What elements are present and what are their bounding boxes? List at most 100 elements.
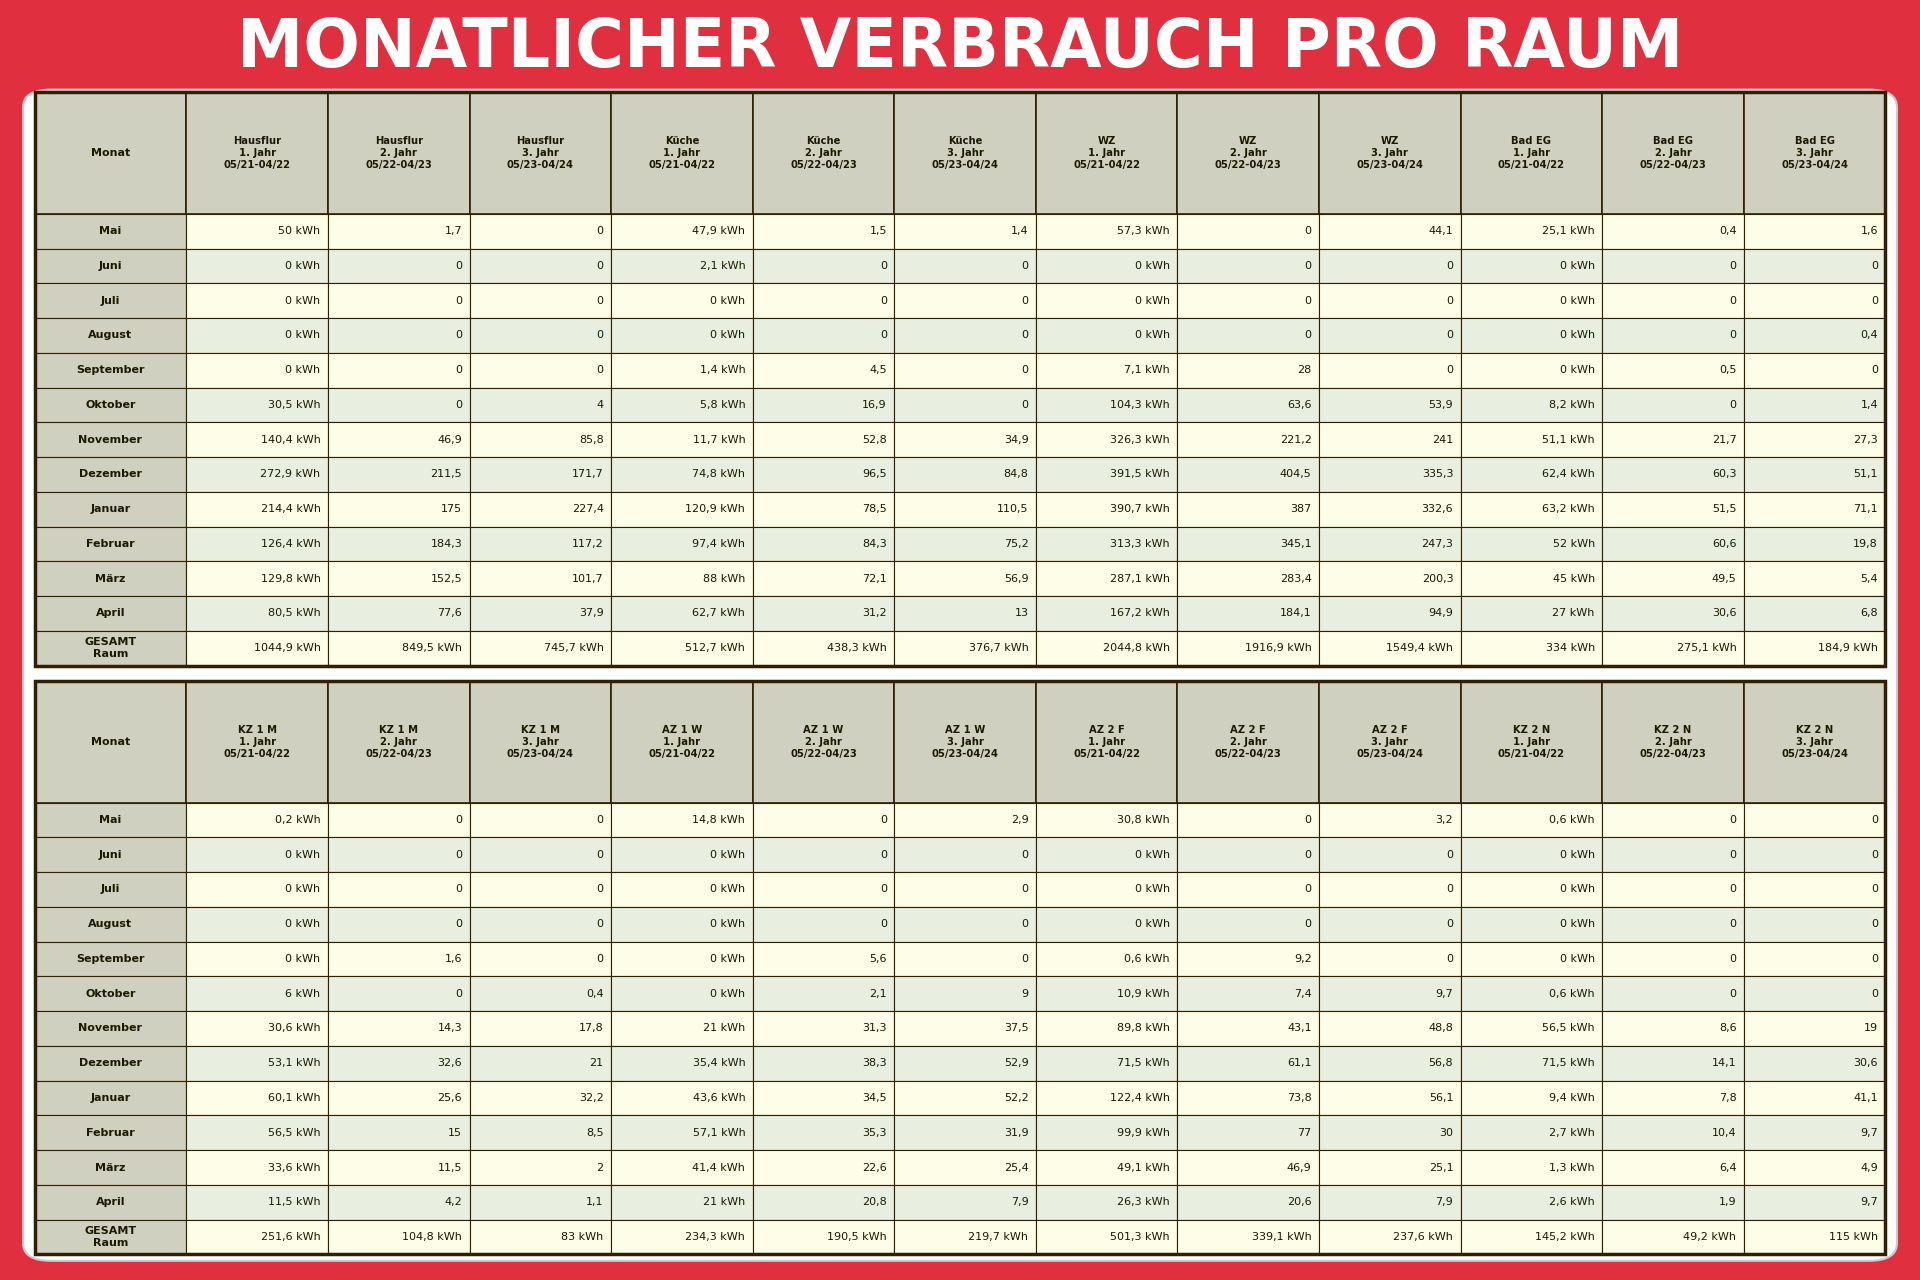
Bar bbox=[1037, 92, 1177, 214]
Bar bbox=[895, 283, 1037, 317]
Bar bbox=[895, 596, 1037, 631]
Bar bbox=[35, 457, 186, 492]
Bar bbox=[186, 631, 328, 666]
Bar bbox=[1177, 388, 1319, 422]
Text: 0: 0 bbox=[879, 919, 887, 929]
Bar bbox=[1319, 906, 1461, 942]
Text: 1,3 kWh: 1,3 kWh bbox=[1549, 1162, 1596, 1172]
Bar bbox=[328, 317, 470, 353]
Text: 0 kWh: 0 kWh bbox=[1559, 296, 1596, 306]
Bar bbox=[753, 317, 895, 353]
Bar bbox=[1177, 803, 1319, 837]
Text: 175: 175 bbox=[442, 504, 463, 515]
Bar bbox=[1743, 353, 1885, 388]
Bar bbox=[1177, 596, 1319, 631]
Text: 0: 0 bbox=[455, 988, 463, 998]
Bar bbox=[753, 681, 895, 803]
Bar bbox=[1461, 1185, 1603, 1220]
Text: 15: 15 bbox=[447, 1128, 463, 1138]
Bar bbox=[1177, 492, 1319, 526]
Bar bbox=[611, 492, 753, 526]
Bar bbox=[186, 1046, 328, 1080]
Bar bbox=[186, 596, 328, 631]
Text: 46,9: 46,9 bbox=[438, 435, 463, 444]
Bar bbox=[753, 92, 895, 214]
Bar bbox=[611, 248, 753, 283]
Bar bbox=[186, 562, 328, 596]
Bar bbox=[753, 492, 895, 526]
Bar bbox=[470, 283, 611, 317]
Text: Juli: Juli bbox=[100, 884, 121, 895]
Bar bbox=[1461, 492, 1603, 526]
Text: 1,4: 1,4 bbox=[1860, 399, 1878, 410]
Text: 115 kWh: 115 kWh bbox=[1830, 1233, 1878, 1242]
Text: 0 kWh: 0 kWh bbox=[710, 919, 745, 929]
Bar bbox=[470, 317, 611, 353]
Bar bbox=[1319, 1080, 1461, 1115]
Text: Hausflur
1. Jahr
05/21-04/22: Hausflur 1. Jahr 05/21-04/22 bbox=[223, 136, 290, 170]
Bar bbox=[1319, 526, 1461, 562]
Text: 0 kWh: 0 kWh bbox=[286, 850, 321, 860]
Text: 77: 77 bbox=[1298, 1128, 1311, 1138]
Bar bbox=[611, 214, 753, 248]
Bar bbox=[895, 906, 1037, 942]
Bar bbox=[895, 526, 1037, 562]
Text: 335,3: 335,3 bbox=[1421, 470, 1453, 480]
Text: 0: 0 bbox=[879, 261, 887, 271]
Bar bbox=[611, 283, 753, 317]
Text: September: September bbox=[77, 954, 144, 964]
Text: 0 kWh: 0 kWh bbox=[710, 884, 745, 895]
Text: 31,9: 31,9 bbox=[1004, 1128, 1029, 1138]
Text: 60,6: 60,6 bbox=[1713, 539, 1736, 549]
Text: Februar: Februar bbox=[86, 1128, 134, 1138]
Bar bbox=[1743, 526, 1885, 562]
Bar bbox=[470, 942, 611, 977]
Text: 14,1: 14,1 bbox=[1713, 1059, 1736, 1069]
Text: 129,8 kWh: 129,8 kWh bbox=[261, 573, 321, 584]
Bar bbox=[1743, 803, 1885, 837]
Bar bbox=[1743, 457, 1885, 492]
Text: November: November bbox=[79, 1024, 142, 1033]
Text: 184,1: 184,1 bbox=[1281, 608, 1311, 618]
Bar bbox=[1461, 906, 1603, 942]
Text: 214,4 kWh: 214,4 kWh bbox=[261, 504, 321, 515]
Bar bbox=[1461, 942, 1603, 977]
Text: 0: 0 bbox=[1870, 954, 1878, 964]
Bar bbox=[35, 1185, 186, 1220]
Bar bbox=[1743, 1046, 1885, 1080]
Bar bbox=[1743, 1220, 1885, 1254]
Bar bbox=[1603, 681, 1743, 803]
Bar bbox=[1319, 1115, 1461, 1151]
Bar bbox=[753, 906, 895, 942]
Text: 120,9 kWh: 120,9 kWh bbox=[685, 504, 745, 515]
Bar bbox=[1177, 422, 1319, 457]
Text: 25,4: 25,4 bbox=[1004, 1162, 1029, 1172]
Text: 0: 0 bbox=[1446, 884, 1453, 895]
Text: 60,1 kWh: 60,1 kWh bbox=[269, 1093, 321, 1103]
Text: 0: 0 bbox=[1306, 227, 1311, 237]
Bar bbox=[35, 803, 186, 837]
Text: 30,8 kWh: 30,8 kWh bbox=[1117, 815, 1169, 826]
Text: 0: 0 bbox=[879, 850, 887, 860]
Bar bbox=[611, 526, 753, 562]
Bar bbox=[611, 1080, 753, 1115]
Bar bbox=[1461, 317, 1603, 353]
Bar bbox=[1743, 388, 1885, 422]
Text: 52,9: 52,9 bbox=[1004, 1059, 1029, 1069]
Bar bbox=[1461, 422, 1603, 457]
Text: 0: 0 bbox=[1306, 261, 1311, 271]
Text: KZ 1 M
1. Jahr
05/21-04/22: KZ 1 M 1. Jahr 05/21-04/22 bbox=[223, 724, 290, 759]
Bar bbox=[186, 1151, 328, 1185]
Text: August: August bbox=[88, 330, 132, 340]
Text: 0: 0 bbox=[1870, 850, 1878, 860]
Bar bbox=[753, 1151, 895, 1185]
Text: KZ 2 N
1. Jahr
05/21-04/22: KZ 2 N 1. Jahr 05/21-04/22 bbox=[1498, 724, 1565, 759]
Bar bbox=[470, 1046, 611, 1080]
Text: 30,6: 30,6 bbox=[1853, 1059, 1878, 1069]
Text: April: April bbox=[96, 608, 125, 618]
Bar bbox=[1743, 837, 1885, 872]
Bar bbox=[328, 837, 470, 872]
Text: 0: 0 bbox=[1306, 884, 1311, 895]
Text: 1044,9 kWh: 1044,9 kWh bbox=[253, 644, 321, 653]
Bar bbox=[470, 214, 611, 248]
